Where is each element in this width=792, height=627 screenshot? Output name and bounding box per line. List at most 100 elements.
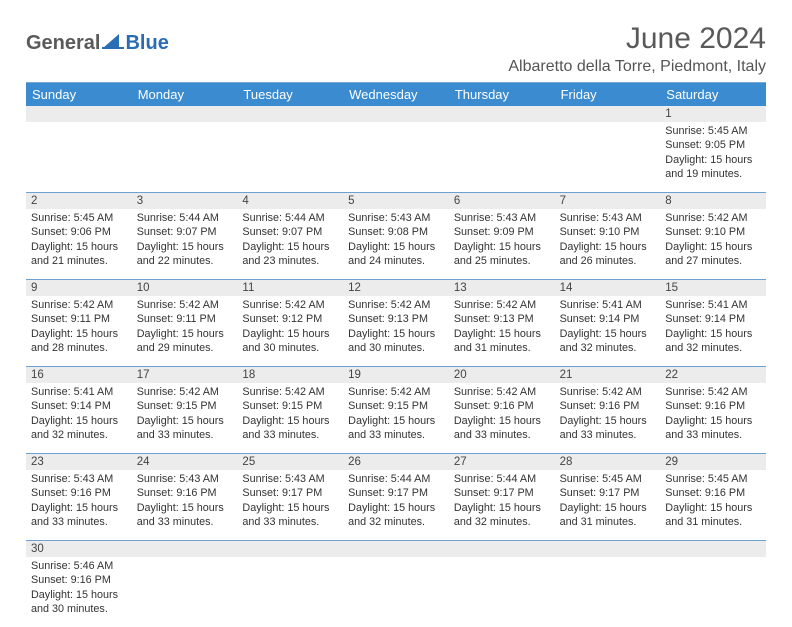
daylight-line: Daylight: 15 hours and 30 minutes. [348, 327, 444, 356]
weekday-header: Thursday [449, 83, 555, 106]
day-number: 24 [132, 454, 238, 470]
sunrise-line: Sunrise: 5:42 AM [454, 385, 550, 399]
empty-cell [132, 557, 238, 627]
daylight-line: Daylight: 15 hours and 33 minutes. [560, 414, 656, 443]
empty-cell [237, 122, 343, 192]
sunset-line: Sunset: 9:17 PM [242, 486, 338, 500]
day-number: 2 [26, 193, 132, 209]
day-cell: Sunrise: 5:41 AMSunset: 9:14 PMDaylight:… [660, 296, 766, 366]
daylight-line: Daylight: 15 hours and 31 minutes. [665, 501, 761, 530]
daylight-line: Daylight: 15 hours and 33 minutes. [665, 414, 761, 443]
daylight-line: Daylight: 15 hours and 33 minutes. [137, 414, 233, 443]
daylight-line: Daylight: 15 hours and 31 minutes. [454, 327, 550, 356]
day-cell: Sunrise: 5:45 AMSunset: 9:06 PMDaylight:… [26, 209, 132, 279]
sunset-line: Sunset: 9:15 PM [242, 399, 338, 413]
logo-sail-icon [102, 33, 124, 49]
day-number: 10 [132, 280, 238, 296]
sunrise-line: Sunrise: 5:42 AM [560, 385, 656, 399]
day-cell: Sunrise: 5:46 AMSunset: 9:16 PMDaylight:… [26, 557, 132, 627]
day-cell: Sunrise: 5:41 AMSunset: 9:14 PMDaylight:… [26, 383, 132, 453]
sunset-line: Sunset: 9:17 PM [348, 486, 444, 500]
sunrise-line: Sunrise: 5:45 AM [560, 472, 656, 486]
daynum-row: 16171819202122 [26, 367, 766, 383]
sunrise-line: Sunrise: 5:42 AM [665, 385, 761, 399]
sunset-line: Sunset: 9:07 PM [242, 225, 338, 239]
daylight-line: Daylight: 15 hours and 23 minutes. [242, 240, 338, 269]
sunset-line: Sunset: 9:16 PM [31, 573, 127, 587]
daylight-line: Daylight: 15 hours and 25 minutes. [454, 240, 550, 269]
daylight-line: Daylight: 15 hours and 33 minutes. [242, 501, 338, 530]
day-number: 8 [660, 193, 766, 209]
daylight-line: Daylight: 15 hours and 24 minutes. [348, 240, 444, 269]
sunrise-line: Sunrise: 5:45 AM [31, 211, 127, 225]
day-cell: Sunrise: 5:43 AMSunset: 9:08 PMDaylight:… [343, 209, 449, 279]
day-cell: Sunrise: 5:42 AMSunset: 9:11 PMDaylight:… [26, 296, 132, 366]
daylight-line: Daylight: 15 hours and 32 minutes. [31, 414, 127, 443]
day-number: 16 [26, 367, 132, 383]
sunset-line: Sunset: 9:16 PM [665, 399, 761, 413]
empty-cell [555, 557, 661, 627]
day-cell: Sunrise: 5:42 AMSunset: 9:15 PMDaylight:… [132, 383, 238, 453]
daynum-row: 30 [26, 541, 766, 557]
sunset-line: Sunset: 9:14 PM [560, 312, 656, 326]
sunset-line: Sunset: 9:16 PM [665, 486, 761, 500]
day-number [237, 106, 343, 122]
day-number: 12 [343, 280, 449, 296]
day-number: 7 [555, 193, 661, 209]
sunset-line: Sunset: 9:10 PM [665, 225, 761, 239]
logo: General Blue [26, 32, 169, 55]
calendar-page: General Blue June 2024 Albaretto della T… [0, 0, 792, 627]
sunset-line: Sunset: 9:05 PM [665, 138, 761, 152]
day-number [555, 106, 661, 122]
daylight-line: Daylight: 15 hours and 29 minutes. [137, 327, 233, 356]
daynum-row: 9101112131415 [26, 280, 766, 296]
daynum-row: 1 [26, 106, 766, 122]
empty-cell [449, 122, 555, 192]
day-cell: Sunrise: 5:42 AMSunset: 9:10 PMDaylight:… [660, 209, 766, 279]
sunset-line: Sunset: 9:16 PM [454, 399, 550, 413]
daylight-line: Daylight: 15 hours and 32 minutes. [560, 327, 656, 356]
sunrise-line: Sunrise: 5:42 AM [348, 385, 444, 399]
day-number [26, 106, 132, 122]
day-number: 5 [343, 193, 449, 209]
sunset-line: Sunset: 9:11 PM [137, 312, 233, 326]
daylight-line: Daylight: 15 hours and 19 minutes. [665, 153, 761, 182]
day-number [237, 541, 343, 557]
sunset-line: Sunset: 9:08 PM [348, 225, 444, 239]
day-cell: Sunrise: 5:42 AMSunset: 9:11 PMDaylight:… [132, 296, 238, 366]
sunrise-line: Sunrise: 5:42 AM [242, 385, 338, 399]
daylight-line: Daylight: 15 hours and 33 minutes. [242, 414, 338, 443]
day-number: 26 [343, 454, 449, 470]
weeks-container: 1Sunrise: 5:45 AMSunset: 9:05 PMDaylight… [26, 106, 766, 627]
sunrise-line: Sunrise: 5:42 AM [137, 385, 233, 399]
daylight-line: Daylight: 15 hours and 32 minutes. [454, 501, 550, 530]
day-number: 21 [555, 367, 661, 383]
day-number: 18 [237, 367, 343, 383]
day-number: 29 [660, 454, 766, 470]
day-number [343, 541, 449, 557]
day-cell: Sunrise: 5:44 AMSunset: 9:17 PMDaylight:… [449, 470, 555, 540]
day-number: 15 [660, 280, 766, 296]
day-cell: Sunrise: 5:43 AMSunset: 9:16 PMDaylight:… [26, 470, 132, 540]
sunrise-line: Sunrise: 5:45 AM [665, 124, 761, 138]
sunrise-line: Sunrise: 5:41 AM [560, 298, 656, 312]
daynum-row: 2345678 [26, 193, 766, 209]
day-number: 19 [343, 367, 449, 383]
day-number: 30 [26, 541, 132, 557]
day-number: 17 [132, 367, 238, 383]
day-number: 11 [237, 280, 343, 296]
day-number: 6 [449, 193, 555, 209]
daylight-line: Daylight: 15 hours and 33 minutes. [454, 414, 550, 443]
day-cell: Sunrise: 5:42 AMSunset: 9:16 PMDaylight:… [660, 383, 766, 453]
sunset-line: Sunset: 9:17 PM [560, 486, 656, 500]
sunrise-line: Sunrise: 5:41 AM [665, 298, 761, 312]
sunrise-line: Sunrise: 5:46 AM [31, 559, 127, 573]
day-number [660, 541, 766, 557]
daylight-line: Daylight: 15 hours and 33 minutes. [137, 501, 233, 530]
empty-cell [343, 557, 449, 627]
sunset-line: Sunset: 9:13 PM [348, 312, 444, 326]
weekday-header: Tuesday [237, 83, 343, 106]
sunrise-line: Sunrise: 5:41 AM [31, 385, 127, 399]
daynum-row: 23242526272829 [26, 454, 766, 470]
day-cell: Sunrise: 5:42 AMSunset: 9:12 PMDaylight:… [237, 296, 343, 366]
